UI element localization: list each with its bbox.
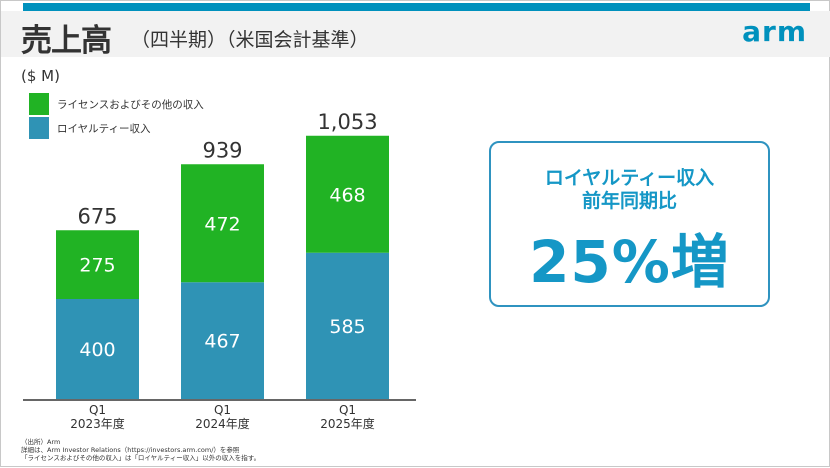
x-tick-label: Q1 <box>214 403 231 417</box>
total-label: 675 <box>77 204 117 228</box>
bar-segment <box>56 299 139 399</box>
legend-label: ロイヤルティー収入 <box>57 122 151 135</box>
total-label: 1,053 <box>317 110 377 134</box>
footnote: （出所）Arm <box>21 438 61 446</box>
legend-item-royalty: ロイヤルティー収入 <box>29 117 151 139</box>
page-title: 売上高 <box>21 23 112 59</box>
footnotes: （出所）Arm 詳細は、Arm Investor Relations（https… <box>21 438 260 462</box>
footnote: 詳細は、Arm Investor Relations（https://inves… <box>21 446 240 454</box>
x-tick-label: 2025年度 <box>320 416 375 431</box>
x-tick-label: Q1 <box>339 403 356 417</box>
callout-value: 25%増 <box>529 228 730 296</box>
callout-line1: ロイヤルティー収入 <box>544 167 715 189</box>
data-label: 585 <box>329 316 365 338</box>
footnote: 「ライセンスおよびその他の収入」は「ロイヤルティー収入」以外の収入を指す。 <box>21 454 261 462</box>
bar-segment <box>181 282 264 399</box>
unit-label: ($ M) <box>21 67 60 85</box>
page-subtitle: （四半期）（米国会計基準） <box>131 29 369 51</box>
legend-swatch <box>29 117 49 139</box>
bar-segment <box>306 135 389 253</box>
bar-segment <box>306 252 389 399</box>
header-band <box>1 11 830 57</box>
bar-segment <box>56 230 139 299</box>
arm-logo: arm <box>742 15 807 48</box>
top-accent-bar <box>23 3 810 11</box>
data-label: 275 <box>79 255 115 277</box>
callout-line2: 前年同期比 <box>581 190 677 212</box>
data-label: 467 <box>204 331 240 353</box>
x-tick-label: 2024年度 <box>195 416 250 431</box>
total-label: 939 <box>202 138 242 162</box>
legend-label: ライセンスおよびその他の収入 <box>57 98 204 111</box>
data-label: 472 <box>204 213 240 235</box>
bar-segment <box>181 164 264 283</box>
legend-swatch <box>29 93 49 115</box>
royalty-growth-callout: ロイヤルティー収入 前年同期比 25%増 <box>489 141 770 307</box>
data-label: 468 <box>329 184 365 206</box>
x-tick-label: 2023年度 <box>70 416 125 431</box>
legend-item-license: ライセンスおよびその他の収入 <box>29 93 204 115</box>
x-tick-label: Q1 <box>89 403 106 417</box>
data-label: 400 <box>79 339 115 361</box>
